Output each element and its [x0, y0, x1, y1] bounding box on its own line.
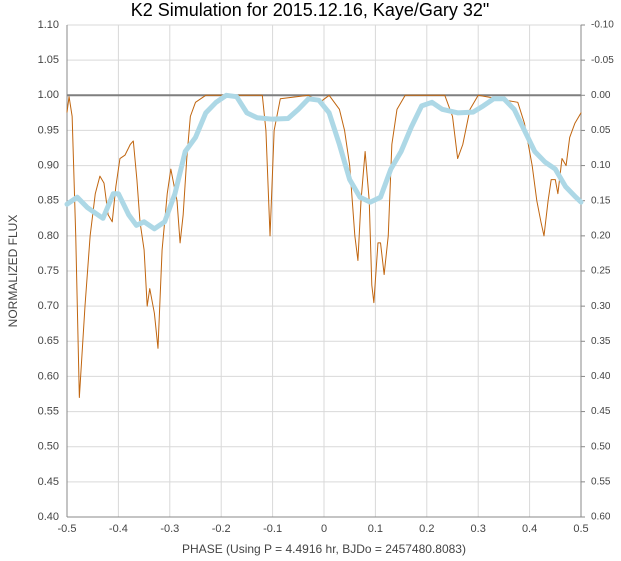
y-tick-label: 0.85 — [38, 195, 59, 207]
y-tick-label: 0.65 — [38, 335, 59, 347]
y2-tick-label: 0.40 — [591, 371, 611, 382]
x-tick-label: -0.5 — [58, 523, 77, 535]
x-tick-label: 0.5 — [573, 523, 588, 535]
x-tick-label: 0.4 — [522, 523, 537, 535]
y2-tick-label: 0.45 — [591, 406, 611, 417]
y2-tick-label: 0.00 — [591, 90, 611, 101]
y2-tick-label: 0.05 — [591, 125, 611, 136]
x-tick-label: 0.2 — [419, 523, 434, 535]
y-tick-label: 0.45 — [38, 476, 59, 488]
y-tick-label: 0.60 — [38, 370, 59, 382]
series-line — [64, 92, 584, 232]
y2-tick-label: 0.55 — [591, 476, 611, 487]
x-tick-label: -0.3 — [160, 523, 179, 535]
y-tick-label: 1.10 — [38, 19, 59, 31]
y2-tick-label: -0.05 — [591, 55, 614, 66]
x-tick-label: 0 — [321, 523, 327, 535]
y2-tick-label: 0.15 — [591, 195, 611, 206]
y-tick-label: 0.95 — [38, 124, 59, 136]
y2-tick-label: 0.30 — [591, 301, 611, 312]
y-tick-label: 0.80 — [38, 230, 59, 242]
y-tick-label: 0.40 — [38, 511, 59, 523]
y2-tick-label: 0.20 — [591, 230, 611, 241]
y2-tick-label: 0.35 — [591, 336, 611, 347]
x-tick-label: 0.1 — [368, 523, 383, 535]
x-axis-label: PHASE (Using P = 4.4916 hr, BJDo = 24574… — [182, 542, 466, 556]
x-tick-label: -0.4 — [109, 523, 128, 535]
y2-tick-label: 0.60 — [591, 512, 611, 523]
y-tick-label: 0.50 — [38, 441, 59, 453]
y-tick-label: 1.00 — [38, 89, 59, 101]
y-tick-label: 0.70 — [38, 300, 59, 312]
y-tick-label: 0.90 — [38, 159, 59, 171]
y-tick-label: 1.05 — [38, 54, 59, 66]
y-tick-label: 0.75 — [38, 265, 59, 277]
y2-tick-label: 0.50 — [591, 441, 611, 452]
x-tick-label: -0.1 — [263, 523, 282, 535]
chart-title: K2 Simulation for 2015.12.16, Kaye/Gary … — [131, 0, 490, 20]
y2-tick-label: -0.10 — [591, 20, 614, 31]
x-tick-label: -0.2 — [212, 523, 231, 535]
y2-tick-label: 0.25 — [591, 266, 611, 277]
y-axis-label: NORMALIZED FLUX — [6, 215, 20, 328]
y-tick-label: 0.55 — [38, 405, 59, 417]
y2-tick-label: 0.10 — [591, 160, 611, 171]
x-tick-label: 0.3 — [471, 523, 486, 535]
